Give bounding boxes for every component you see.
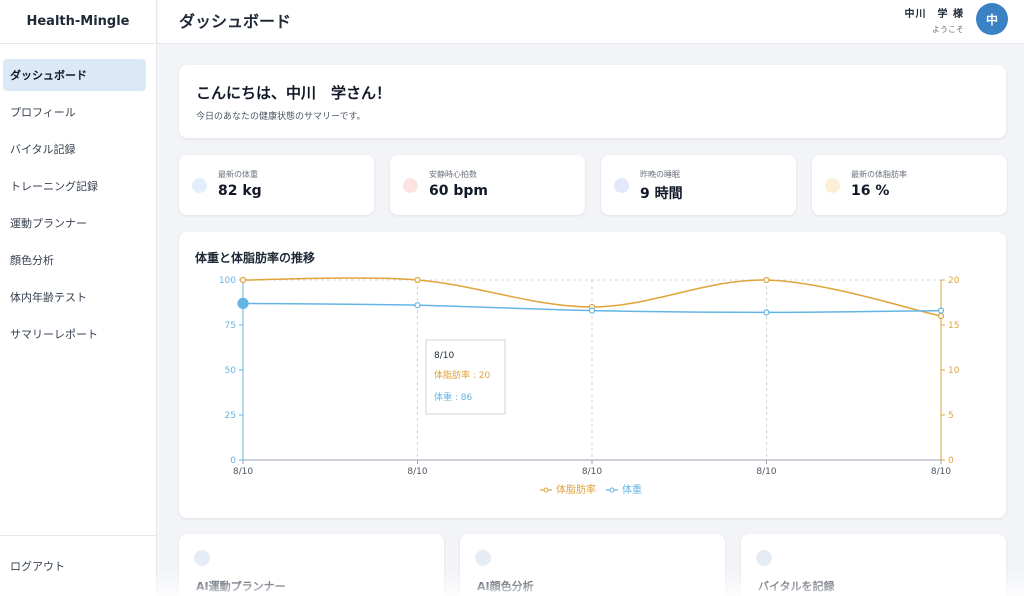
y-left-tick-label: 25 (225, 411, 236, 421)
data-point (937, 307, 945, 314)
body-fat-icon (825, 178, 840, 193)
welcome-subtitle: 今日のあなたの健康状態のサマリーです。 (196, 112, 366, 122)
x-tick-label: 8/10 (233, 467, 253, 477)
action-title: バイタルを記録 (758, 580, 835, 593)
tooltip-line: 体脂肪率 : 20 (434, 369, 490, 381)
trend-chart[interactable]: 0 25 50 75 100 0 5 10 15 20 8/10 8/10 8/10 8/10 8/10 8/… (179, 232, 1006, 518)
x-tick-label: 8/10 (931, 467, 951, 477)
user-info: 中川 学 様 ようこそ (905, 5, 964, 35)
stat-card-body-fat: 最新の体脂肪率 16 % (812, 155, 1007, 215)
y-right-tick-label: 0 (948, 456, 954, 466)
y-right-tick-label: 15 (948, 321, 959, 331)
action-title: AI顔色分析 (477, 580, 534, 593)
welcome-title: こんにちは、中川 学さん！ (196, 84, 392, 102)
y-left-tick-label: 100 (219, 276, 236, 286)
data-point (237, 297, 249, 310)
stat-label: 昨晩の睡眠 (640, 170, 680, 179)
x-tick-label: 8/10 (756, 467, 776, 477)
stat-card-sleep: 昨晩の睡眠 9 時間 (601, 155, 796, 215)
action-card-exercise-planner[interactable]: AI運動プランナー (179, 534, 444, 596)
y-left-tick-label: 0 (230, 456, 236, 466)
welcome-card: こんにちは、中川 学さん！ 今日のあなたの健康状態のサマリーです。 (179, 65, 1006, 138)
sidebar-item-exercise-planner[interactable]: 運動プランナー (10, 217, 87, 230)
planner-icon (194, 550, 210, 566)
data-point (588, 307, 596, 314)
weight-icon (192, 178, 207, 193)
y-right-tick-label: 20 (948, 276, 960, 286)
vitals-icon (756, 550, 772, 566)
brand-logo[interactable]: Health-Mingle (0, 0, 156, 44)
data-point (763, 309, 770, 316)
x-tick-label: 8/10 (407, 467, 427, 477)
sidebar-item-training[interactable]: トレーニング記録 (10, 180, 98, 193)
legend-marker (609, 487, 615, 493)
face-icon (475, 550, 491, 566)
heart-icon (403, 178, 418, 193)
action-card-face-analysis[interactable]: AI顔色分析 (460, 534, 725, 596)
sidebar-nav: ダッシュボード プロフィール バイタル記録 トレーニング記録 運動プランナー 顔… (0, 44, 156, 350)
chart-tooltip (425, 339, 506, 415)
chart-card: 体重と体脂肪率の推移 0 25 50 75 100 0 5 10 15 20 8/10 8/10 8/1… (179, 232, 1006, 518)
sidebar-item-summary-report[interactable]: サマリーレポート (10, 328, 98, 341)
legend-label[interactable]: 体脂肪率 (556, 483, 596, 496)
stat-value: 9 時間 (640, 186, 683, 202)
stat-value: 60 bpm (429, 183, 488, 199)
stat-value: 82 kg (218, 183, 262, 199)
stat-card-heart-rate: 安静時心拍数 60 bpm (390, 155, 585, 215)
legend-label[interactable]: 体重 (622, 483, 642, 496)
legend-marker (543, 487, 549, 493)
sidebar-item-body-age-test[interactable]: 体内年齢テスト (10, 291, 87, 304)
sleep-icon (614, 178, 629, 193)
y-left-tick-label: 75 (225, 321, 236, 331)
sidebar: Health-Mingle ダッシュボード プロフィール バイタル記録 トレーニ… (0, 0, 157, 596)
avatar[interactable]: 中 (976, 3, 1008, 35)
sidebar-item-dashboard[interactable]: ダッシュボード (3, 59, 146, 91)
y-left-tick-label: 50 (225, 366, 237, 376)
action-title: AI運動プランナー (196, 580, 286, 593)
action-card-record-vitals[interactable]: バイタルを記録 (741, 534, 1006, 596)
user-name: 中川 学 様 (904, 9, 964, 20)
data-point (414, 302, 421, 309)
user-welcome-text: ようこそ (932, 25, 964, 34)
data-point (239, 276, 247, 284)
stat-label: 最新の体脂肪率 (851, 170, 907, 179)
tooltip-line: 体重 : 86 (434, 391, 472, 403)
data-point (937, 312, 945, 320)
chart-title: 体重と体脂肪率の推移 (195, 251, 316, 265)
sidebar-item-face-analysis[interactable]: 顔色分析 (10, 254, 54, 267)
stat-card-weight: 最新の体重 82 kg (179, 155, 374, 215)
y-right-tick-label: 5 (948, 411, 954, 421)
stat-value: 16 % (851, 183, 890, 199)
top-bar: ダッシュボード 中川 学 様 ようこそ 中 (158, 0, 1024, 44)
x-tick-label: 8/10 (582, 467, 602, 477)
tooltip-title: 8/10 (434, 351, 454, 361)
page-title: ダッシュボード (179, 12, 292, 31)
logout-button[interactable]: ログアウト (0, 535, 156, 596)
stat-label: 安静時心拍数 (429, 170, 477, 179)
sidebar-item-vitals[interactable]: バイタル記録 (10, 143, 76, 156)
stat-label: 最新の体重 (218, 170, 258, 179)
sidebar-item-profile[interactable]: プロフィール (10, 106, 76, 119)
data-point (414, 276, 421, 284)
y-right-tick-label: 10 (948, 366, 960, 376)
data-point (763, 276, 770, 284)
